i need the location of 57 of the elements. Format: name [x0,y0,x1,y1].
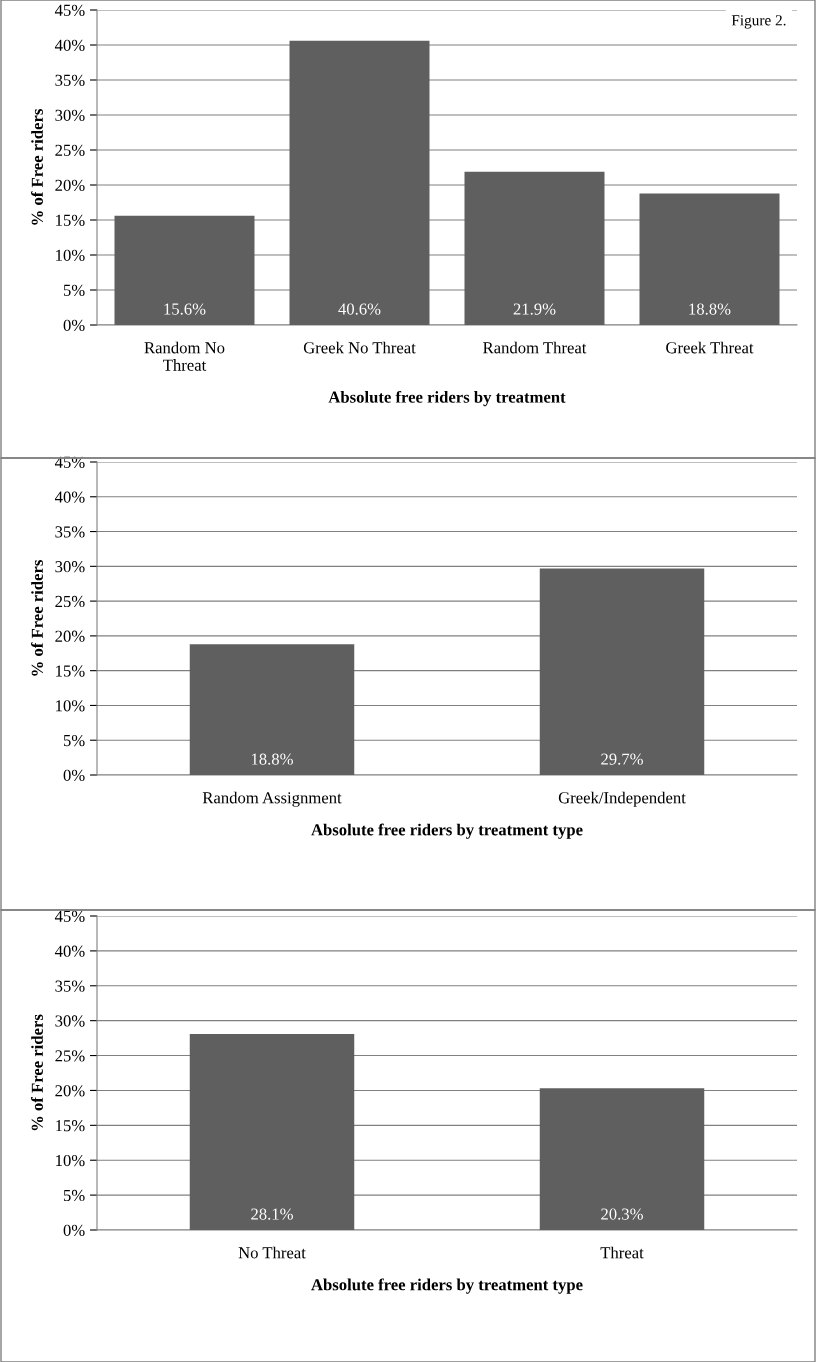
x-tick-label: Random Assignment [202,791,342,807]
x-tick-label: Greek/Independent [558,791,686,807]
y-tick-label: 5% [63,284,85,296]
x-axis-title: Absolute free riders by treatment [328,390,566,407]
y-tick-label: 45% [54,910,85,922]
data-label: 28.1% [251,1208,293,1220]
y-tick-label: 10% [56,249,85,261]
bar [289,40,430,325]
y-tick-label: 35% [55,526,85,538]
y-tick-label: 15% [56,214,85,226]
y-tick-label: 15% [56,1120,85,1132]
y-tick-label: 30% [55,109,85,121]
x-tick-label: Greek Threat [666,341,754,354]
y-tick-label: 0% [63,769,85,781]
y-tick-label: 30% [55,561,85,573]
y-tick-label: 45% [54,4,85,16]
x-axis-title: Absolute free riders by treatment type [311,1278,583,1294]
data-label: 21.9% [513,303,556,315]
y-axis-title: % of Free riders [31,109,43,225]
x-tick-label: No Threat [238,1246,306,1259]
y-tick-label: 45% [54,456,85,468]
y-tick-label: 35% [55,74,85,86]
x-tick-label: Random No Threat [144,341,225,371]
y-axis-title: % of Free riders [31,560,43,676]
y-tick-label: 10% [56,700,85,712]
x-tick-label: Random Threat [483,341,587,354]
x-axis-title: Absolute free riders by treatment type [311,823,583,839]
y-tick-label: 40% [54,39,85,51]
y-tick-label: 0% [63,319,85,331]
y-tick-label: 15% [56,665,85,677]
y-tick-label: 5% [63,734,85,747]
bar [639,193,780,325]
data-label: 40.6% [338,303,381,315]
y-tick-label: 5% [63,1189,85,1202]
bar [464,171,605,325]
data-label: 18.8% [689,303,731,315]
x-tick-label: Greek No Threat [303,341,416,354]
data-label: 18.8% [251,753,293,765]
data-label: 29.7% [601,753,643,765]
y-tick-label: 40% [54,945,85,957]
y-tick-label: 35% [55,980,85,992]
y-tick-label: 30% [55,1015,85,1027]
y-tick-label: 25% [55,144,85,156]
data-label: 20.3% [601,1208,643,1220]
x-tick-label: Threat [600,1246,644,1259]
y-tick-label: 20% [55,630,85,642]
y-tick-label: 40% [54,491,85,503]
annotation: Figure 2. [731,15,786,29]
y-axis-title: % of Free riders [31,1014,43,1131]
y-tick-label: 25% [55,595,85,608]
y-tick-label: 20% [55,179,85,191]
bar [114,215,255,325]
y-tick-label: 25% [55,1050,85,1062]
data-label: 15.6% [164,303,206,315]
y-tick-label: 20% [55,1085,85,1097]
y-tick-label: 0% [63,1224,85,1236]
y-tick-label: 10% [56,1154,85,1167]
